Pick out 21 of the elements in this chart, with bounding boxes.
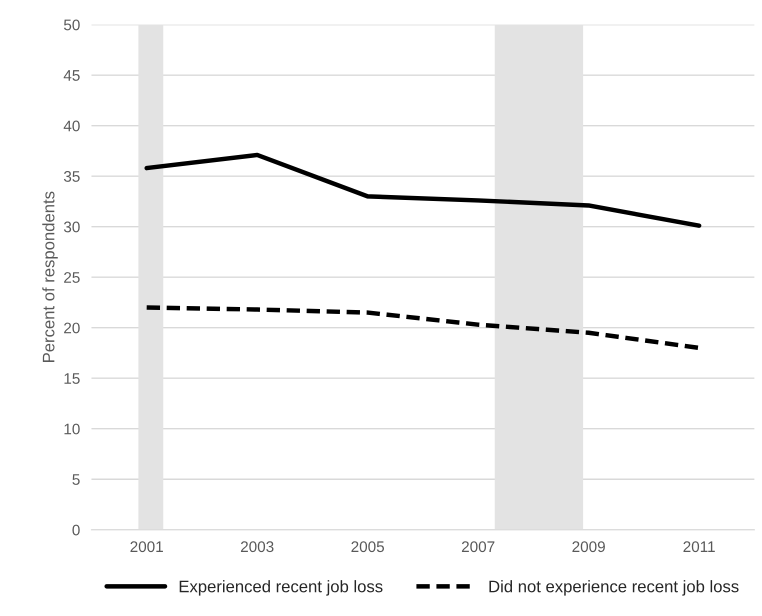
y-tick-label: 30 (64, 222, 80, 232)
x-tick-label: 2011 (683, 541, 715, 552)
y-tick-label: 25 (64, 272, 80, 283)
y-tick-label: 45 (64, 70, 80, 81)
y-tick-label: 20 (64, 322, 80, 334)
y-tick-label: 0 (72, 524, 80, 536)
x-tick-label: 2003 (240, 541, 274, 552)
y-tick-label: 40 (64, 120, 80, 132)
legend-label: Did not experience recent job loss (489, 580, 739, 596)
x-tick-label: 2001 (130, 541, 163, 552)
y-tick-label: 5 (72, 474, 80, 485)
x-tick-label: 2005 (351, 541, 384, 552)
y-tick-label: 10 (64, 424, 80, 434)
y-tick-label: 50 (64, 20, 80, 30)
x-tick-label: 2007 (462, 541, 494, 552)
x-tick-label: 2009 (572, 541, 605, 552)
y-tick-label: 15 (64, 373, 80, 384)
y-axis-title: Percent of respondents (42, 192, 58, 362)
line-series (144, 152, 702, 228)
y-tick-label: 35 (64, 171, 80, 182)
legend-label: Experienced recent job loss (180, 580, 382, 596)
